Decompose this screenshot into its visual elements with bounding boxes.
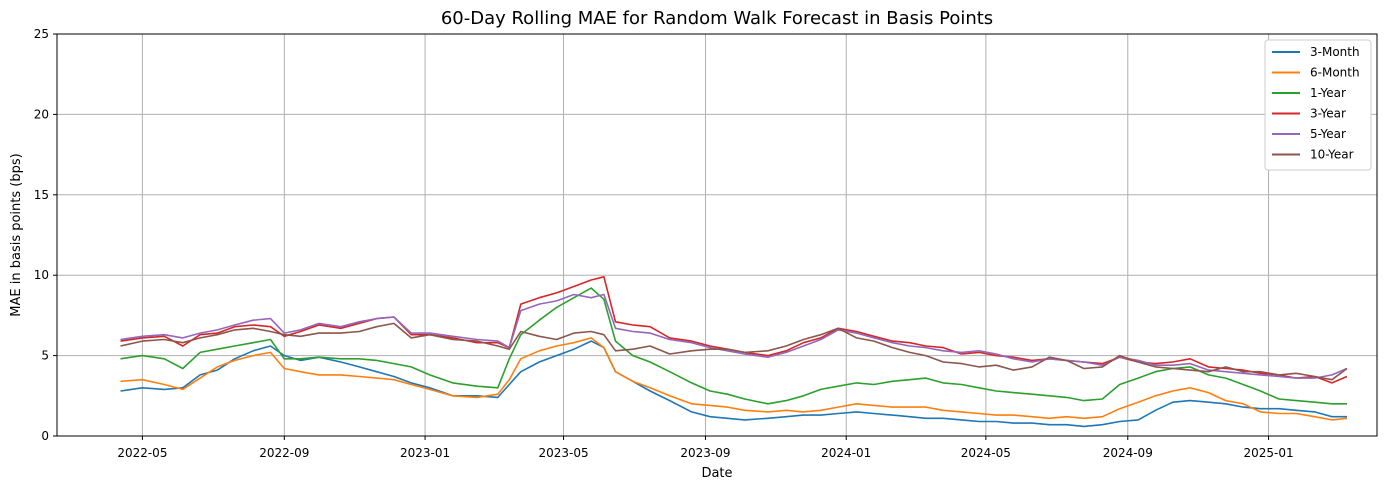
series-lines: [120, 275, 1348, 428]
legend-label: 6-Month: [1310, 66, 1360, 80]
y-tick-label: 20: [34, 107, 49, 121]
series-line-6-month: [120, 337, 1348, 421]
grid: [57, 33, 1377, 437]
series-line-5-year: [120, 293, 1348, 379]
series-line-3-month: [120, 340, 1347, 428]
x-tick-label: 2024-09: [1103, 446, 1153, 460]
chart-title: 60-Day Rolling MAE for Random Walk Forec…: [441, 8, 993, 29]
x-tick-label: 2023-09: [680, 446, 730, 460]
y-axis-label: MAE in basis points (bps): [9, 153, 24, 316]
x-tick-label: 2022-09: [259, 446, 309, 460]
legend-label: 10-Year: [1310, 148, 1354, 162]
legend: 3-Month 6-Month 1-Year 3-Year 5-Year 10-Year: [1264, 39, 1372, 171]
x-tick-label: 2025-01: [1243, 446, 1293, 460]
y-tick-label: 25: [34, 27, 49, 41]
x-tick-label: 2023-05: [538, 446, 588, 460]
x-axis-label: Date: [701, 466, 732, 481]
x-tick-label: 2024-01: [821, 446, 871, 460]
y-tick-label: 5: [41, 349, 49, 363]
y-tick-label: 10: [34, 268, 49, 282]
legend-label: 3-Month: [1310, 45, 1360, 59]
legend-label: 1-Year: [1310, 86, 1346, 100]
x-tick-label: 2022-05: [117, 446, 167, 460]
y-axis: 0 5 10 15 20 25: [34, 27, 57, 443]
plot-frame: [56, 33, 1378, 437]
series-line-10-year: [120, 322, 1348, 381]
x-tick-label: 2024-05: [961, 446, 1011, 460]
y-tick-label: 0: [41, 429, 49, 443]
legend-label: 5-Year: [1310, 127, 1346, 141]
legend-label: 3-Year: [1310, 107, 1346, 121]
x-tick-label: 2023-01: [400, 446, 450, 460]
series-line-1-year: [120, 287, 1347, 405]
x-axis: 2022-05 2022-09 2023-01 2023-05 2023-09 2024-…: [117, 436, 1294, 460]
y-tick-label: 15: [34, 188, 49, 202]
